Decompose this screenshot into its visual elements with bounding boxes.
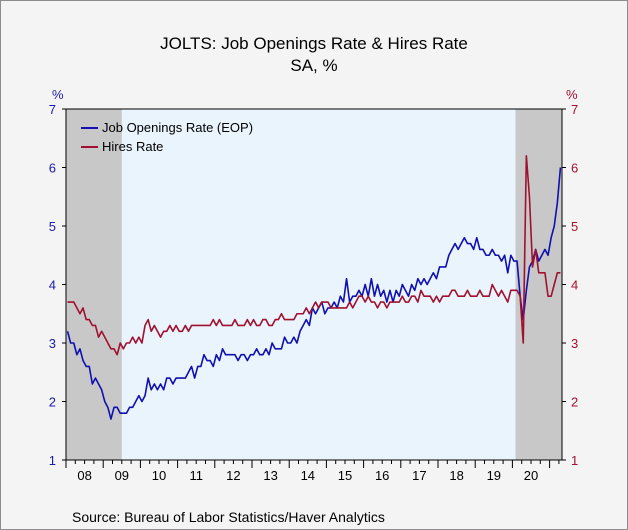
y-right-tick-label: 4: [571, 278, 578, 293]
plot-area: [66, 109, 562, 460]
legend-label-openings: Job Openings Rate (EOP): [102, 120, 253, 135]
y-left-tick-label: 1: [49, 453, 56, 468]
x-tick-label: 18: [449, 468, 463, 483]
series-line-openings: [66, 167, 562, 420]
x-tick-label: 14: [301, 468, 315, 483]
recession-band-0: [66, 109, 122, 460]
y-left-tick-label: 5: [49, 219, 56, 234]
y-left-tick-label: 2: [49, 395, 56, 410]
x-tick-label: 17: [412, 468, 426, 483]
y-left-tick-label: 7: [49, 102, 56, 117]
y-left-tick-label: 6: [49, 161, 56, 176]
x-tick-label: 20: [524, 468, 538, 483]
y-right-unit-label: %: [566, 87, 578, 102]
source-note: Source: Bureau of Labor Statistics/Haver…: [72, 509, 385, 525]
x-tick-label: 13: [263, 468, 277, 483]
y-left-tick-label: 4: [49, 278, 56, 293]
series-line-hires: [67, 155, 561, 356]
x-tick-label: 08: [77, 468, 91, 483]
y-right-tick-label: 3: [571, 336, 578, 351]
y-left-tick-label: 3: [49, 336, 56, 351]
y-right-tick-label: 1: [571, 453, 578, 468]
x-tick-label: 19: [487, 468, 501, 483]
y-right-tick-label: 6: [571, 161, 578, 176]
x-tick-label: 15: [338, 468, 352, 483]
x-tick-label: 12: [226, 468, 240, 483]
chart-subtitle: SA, %: [290, 56, 338, 75]
y-left-unit-label: %: [52, 87, 64, 102]
x-tick-label: 09: [115, 468, 129, 483]
y-right-tick-label: 7: [571, 102, 578, 117]
chart-title: JOLTS: Job Openings Rate & Hires Rate: [160, 34, 468, 53]
y-right-tick-label: 5: [571, 219, 578, 234]
x-tick-label: 11: [189, 468, 203, 483]
y-right-tick-label: 2: [571, 395, 578, 410]
legend-label-hires: Hires Rate: [102, 139, 163, 154]
x-tick-label: 16: [375, 468, 389, 483]
x-tick-label: 10: [152, 468, 166, 483]
